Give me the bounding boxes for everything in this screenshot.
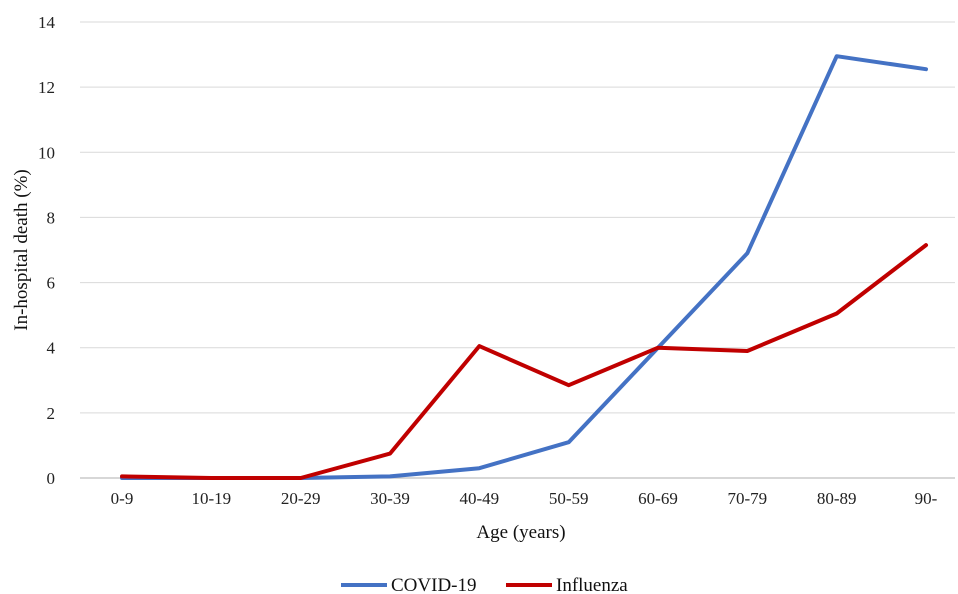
x-tick-label: 50-59 xyxy=(549,489,589,508)
y-tick-label: 10 xyxy=(38,143,55,162)
series-line-influenza xyxy=(120,243,928,480)
legend-label-covid-19: COVID-19 xyxy=(391,575,477,594)
x-tick-label: 10-19 xyxy=(191,489,231,508)
legend-label-influenza: Influenza xyxy=(556,575,628,594)
gridlines xyxy=(80,21,955,414)
y-tick-label: 2 xyxy=(47,404,56,423)
x-tick-label: 70-79 xyxy=(727,489,767,508)
y-tick-label: 12 xyxy=(38,78,55,97)
y-tick-label: 4 xyxy=(47,339,56,358)
x-tick-label: 30-39 xyxy=(370,489,410,508)
y-axis-ticks: 0 2 4 6 8 10 12 14 xyxy=(38,13,56,488)
y-tick-label: 8 xyxy=(47,208,56,227)
x-tick-label: 20-29 xyxy=(281,489,321,508)
x-axis-ticks: 0-9 10-19 20-29 30-39 40-49 50-59 60-69 70-79 80… xyxy=(111,489,938,508)
y-tick-label: 14 xyxy=(38,13,56,32)
x-tick-label: 60-69 xyxy=(638,489,678,508)
y-axis-title: In-hospital death (%) xyxy=(11,169,32,330)
series-line-covid-19 xyxy=(120,54,928,480)
x-tick-label: 90- xyxy=(915,489,938,508)
y-tick-label: 0 xyxy=(47,469,56,488)
x-tick-label: 0-9 xyxy=(111,489,134,508)
x-axis-title: Age (years) xyxy=(476,522,565,543)
y-tick-label: 6 xyxy=(47,274,56,293)
series-lines xyxy=(120,54,928,480)
x-tick-label: 80-89 xyxy=(817,489,857,508)
x-tick-label: 40-49 xyxy=(459,489,499,508)
legend: COVID-19 Influenza xyxy=(341,575,628,594)
